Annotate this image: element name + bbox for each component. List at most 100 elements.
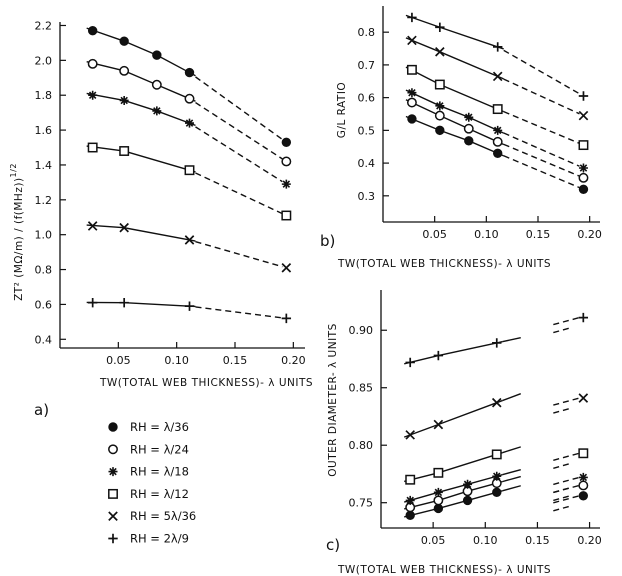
x-tick-label: 0.10	[164, 354, 189, 367]
series-asterisk	[404, 468, 588, 505]
x-tick-label: 0.10	[474, 228, 499, 241]
y-tick-label: 1.2	[35, 194, 53, 207]
x-tick-label: 0.20	[577, 534, 602, 547]
data-point	[493, 125, 503, 135]
series-dashed-line	[553, 316, 580, 326]
series-solid-line	[403, 399, 504, 438]
data-point	[492, 104, 503, 115]
data-point	[407, 114, 417, 124]
series-open-circle	[86, 58, 292, 167]
data-point	[433, 487, 443, 497]
data-point	[492, 471, 502, 481]
data-point	[492, 136, 503, 147]
legend-marker-cross	[108, 511, 118, 522]
legend-label: RH = λ/24	[130, 442, 189, 456]
y-tick-label: 0.85	[349, 382, 374, 395]
legend-marker-filled-circle	[108, 422, 118, 432]
data-point	[405, 495, 415, 505]
data-point	[405, 510, 415, 521]
data-point	[463, 479, 473, 489]
data-point	[87, 58, 98, 69]
panel-b-x-axis-label: TW(TOTAL WEB THICKNESS)- λ UNITS	[337, 258, 551, 270]
legend-marker-asterisk	[108, 467, 118, 477]
data-point	[491, 449, 502, 460]
data-point	[407, 88, 417, 98]
y-tick-label: 0.8	[35, 264, 53, 277]
data-point	[578, 184, 589, 194]
data-point	[405, 430, 416, 440]
series-open-square	[404, 446, 589, 485]
panel-a-y-axis-label: ZT² (MΩ/m) / (f(MHz))1/2	[9, 163, 25, 301]
data-point	[463, 123, 474, 134]
series-dashed-line	[553, 494, 572, 502]
series-solid-line	[502, 468, 521, 476]
data-point	[185, 118, 194, 128]
series-dashed-line	[503, 155, 580, 189]
data-point	[119, 36, 129, 46]
series-solid-line	[86, 145, 196, 173]
data-point	[578, 491, 589, 501]
data-point	[434, 79, 445, 90]
legend-item: RH = λ/24	[108, 442, 189, 456]
data-point	[87, 221, 98, 231]
y-tick-label: 0.8	[358, 26, 376, 39]
x-tick-label: 0.15	[223, 354, 248, 367]
data-point	[578, 472, 588, 482]
data-point	[184, 235, 195, 245]
data-point	[578, 172, 589, 183]
series-solid-line	[404, 451, 503, 483]
series-solid-line	[404, 473, 503, 503]
data-point	[435, 47, 445, 57]
series-dashed-line	[503, 132, 580, 167]
series-open-circle	[404, 475, 589, 513]
series-cross	[86, 221, 292, 273]
data-point	[281, 137, 292, 147]
data-point	[405, 357, 415, 368]
data-point	[407, 35, 417, 46]
series-open-square	[86, 142, 292, 221]
series-dashed-line	[553, 495, 580, 504]
series-dashed-line	[553, 407, 572, 414]
x-tick-label: 0.10	[473, 534, 498, 547]
data-point	[281, 156, 292, 167]
data-point	[435, 125, 445, 136]
x-tick-label: 0.05	[422, 228, 447, 241]
data-point	[281, 210, 292, 221]
panel-a-x-axis-label: TW(TOTAL WEB THICKNESS)- λ UNITS	[99, 377, 313, 389]
series-solid-line	[86, 27, 196, 77]
x-tick-label: 0.05	[421, 534, 446, 547]
y-tick-label: 0.4	[35, 333, 53, 346]
series-dashed-line	[553, 462, 572, 469]
data-point	[491, 397, 502, 408]
y-tick-label: 1.4	[35, 159, 53, 172]
legend-marker-plus	[108, 533, 118, 544]
data-point	[492, 338, 502, 348]
data-point	[281, 179, 291, 189]
data-point	[433, 467, 444, 478]
legend-item: RH = 2λ/9	[108, 532, 189, 546]
series-dashed-line	[195, 76, 283, 140]
series-solid-line	[404, 490, 503, 518]
y-tick-label: 1.0	[35, 229, 53, 242]
y-tick-label: 0.80	[349, 439, 374, 452]
legend-label: RH = λ/12	[130, 487, 189, 501]
legend-item: RH = λ/12	[108, 487, 189, 501]
panel-b-label: b)	[320, 232, 335, 250]
series-dashed-line	[553, 486, 572, 494]
series-dashed-line	[503, 49, 580, 95]
data-point	[578, 448, 589, 459]
series-solid-line	[502, 485, 521, 492]
data-point	[433, 419, 444, 430]
data-point	[433, 495, 444, 506]
data-point	[433, 503, 444, 514]
series-dashed-line	[553, 476, 580, 486]
series-filled-circle	[86, 26, 292, 147]
legend-marker-open-circle	[108, 444, 118, 455]
data-point	[281, 313, 292, 324]
data-point	[184, 93, 195, 104]
data-point	[406, 64, 417, 75]
data-point	[435, 101, 445, 111]
x-tick-label: 0.20	[577, 228, 602, 241]
series-dashed-line	[553, 505, 572, 512]
data-point	[119, 222, 129, 233]
